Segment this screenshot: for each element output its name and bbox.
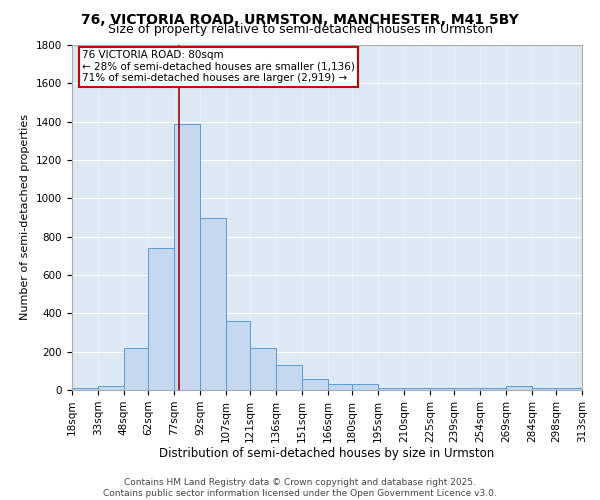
Bar bbox=[200, 218, 226, 390]
Bar bbox=[276, 365, 302, 390]
Bar bbox=[378, 388, 404, 390]
X-axis label: Distribution of semi-detached houses by size in Urmston: Distribution of semi-detached houses by … bbox=[160, 448, 494, 460]
Text: Size of property relative to semi-detached houses in Urmston: Size of property relative to semi-detach… bbox=[107, 22, 493, 36]
Text: 76, VICTORIA ROAD, URMSTON, MANCHESTER, M41 5BY: 76, VICTORIA ROAD, URMSTON, MANCHESTER, … bbox=[81, 12, 519, 26]
Bar bbox=[404, 388, 430, 390]
Text: Contains HM Land Registry data © Crown copyright and database right 2025.
Contai: Contains HM Land Registry data © Crown c… bbox=[103, 478, 497, 498]
Bar bbox=[72, 388, 98, 390]
Bar bbox=[430, 388, 454, 390]
Bar bbox=[454, 388, 480, 390]
Bar bbox=[556, 388, 582, 390]
Text: 76 VICTORIA ROAD: 80sqm
← 28% of semi-detached houses are smaller (1,136)
71% of: 76 VICTORIA ROAD: 80sqm ← 28% of semi-de… bbox=[82, 50, 355, 84]
Bar bbox=[302, 378, 328, 390]
Bar bbox=[352, 384, 378, 390]
Bar bbox=[532, 388, 556, 390]
Bar bbox=[506, 386, 532, 390]
Bar bbox=[480, 388, 506, 390]
Bar bbox=[328, 384, 352, 390]
Bar bbox=[226, 321, 250, 390]
Bar bbox=[174, 124, 200, 390]
Bar bbox=[250, 348, 276, 390]
Bar bbox=[98, 386, 124, 390]
Bar bbox=[124, 348, 148, 390]
Y-axis label: Number of semi-detached properties: Number of semi-detached properties bbox=[20, 114, 31, 320]
Bar bbox=[148, 248, 174, 390]
